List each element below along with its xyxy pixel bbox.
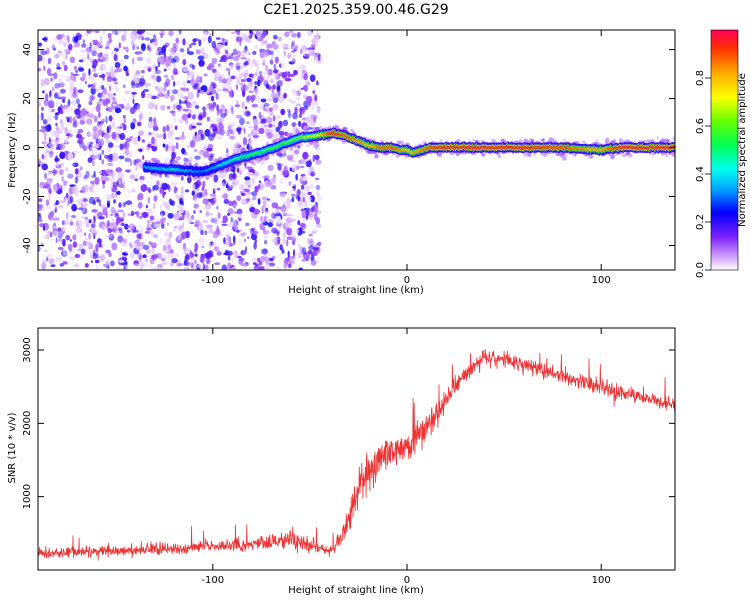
spectrogram-ytick-label-3: 20 [22,92,33,105]
snr-ytick-label-1: 2000 [22,411,33,436]
colorbar-tick-label-3: 0.6 [695,118,706,134]
colorbar-tick-label-4: 0.8 [695,70,706,86]
snr-ylabel: SNR (10 * v/v) [7,412,18,483]
snr-ytick-label-0: 1000 [22,484,33,509]
spectrogram-ytick-label-2: 0 [22,144,33,150]
snr-background [38,328,675,570]
spectrogram-xlabel: Height of straight line (km) [288,285,424,296]
colorbar-tick-label-0: 0.0 [695,262,706,278]
spectrogram-ridge [142,127,675,178]
spectrogram-ylabel: Frequency (Hz) [7,112,18,188]
colorbar-gradient [710,29,739,271]
colorbar: 0.0 0.2 0.4 0.6 0.8 Normalized spectral ampl… [695,29,748,278]
spectrogram-xtick-label-0: -100 [201,275,224,286]
snr-xlabel: Height of straight line (km) [288,585,424,596]
snr-xtick-label-1: 0 [404,575,410,586]
snr-panel: -100 0 100 1000 2000 3000 Height of straight … [7,327,676,596]
colorbar-tick-label-1: 0.2 [695,214,706,230]
spectrogram-ytick-label-1: -20 [22,188,33,204]
spectrogram-xtick-label-1: 0 [404,275,410,286]
spectrogram-frame [37,29,676,271]
spectrogram-xtick-label-2: 100 [592,275,611,286]
snr-xtick-label-2: 100 [592,575,611,586]
spectrogram-ytick-label-4: 40 [22,43,33,56]
snr-series-line [38,349,675,561]
colorbar-label: Normalized spectral amplitude [737,73,748,227]
spectrogram-noise [38,30,323,270]
snr-ytick-label-2: 3000 [22,337,33,362]
spectrogram-ytick-label-0: -40 [22,237,33,253]
snr-frame [37,327,676,571]
spectrogram-panel: -100 0 100 -40 -20 0 20 40 Height of straight l… [7,29,676,296]
colorbar-tick-label-2: 0.4 [695,166,706,182]
snr-xtick-label-0: -100 [201,575,224,586]
figure-title: C2E1.2025.359.00.46.G29 [263,2,448,18]
